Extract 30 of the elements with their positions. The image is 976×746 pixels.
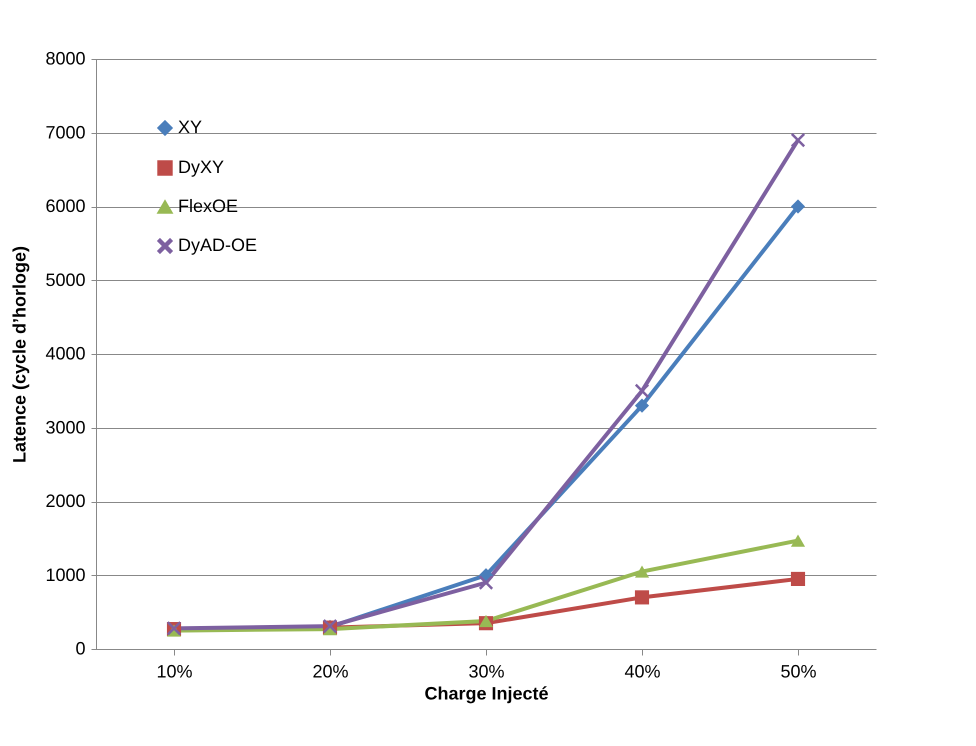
y-tick-label: 5000 (45, 270, 86, 290)
point (634, 398, 650, 413)
legend-label: XY (178, 117, 202, 137)
y-tick-label: 4000 (45, 344, 86, 364)
y-tick-label: 2000 (45, 491, 86, 511)
y-tick-label: 7000 (45, 122, 86, 142)
point (790, 133, 806, 148)
point (634, 590, 650, 604)
point (790, 572, 806, 586)
point (634, 565, 650, 578)
point (790, 199, 806, 214)
y-axis-title: Latence (cycle d’horloge) (9, 246, 30, 464)
point (790, 534, 806, 547)
x-tick-label: 30% (468, 662, 505, 682)
x-axis-title: Charge Injecté (424, 684, 549, 704)
point (478, 614, 494, 628)
legend-label: DyXY (178, 157, 224, 177)
y-tick-label: 3000 (45, 417, 86, 438)
point (478, 576, 494, 590)
y-tick-label: 0 (75, 638, 86, 658)
x-tick-label: 50% (780, 662, 817, 682)
y-tick-label: 6000 (45, 196, 86, 216)
x-tick-label: 10% (156, 662, 193, 682)
x-tick-label: 40% (624, 662, 661, 682)
y-tick-label: 1000 (45, 564, 86, 585)
x-tick-label: 20% (312, 662, 349, 682)
point (634, 384, 650, 398)
legend-label: FlexOE (178, 196, 238, 216)
y-tick-label: 8000 (45, 48, 86, 68)
legend-label: DyAD-OE (178, 235, 258, 255)
